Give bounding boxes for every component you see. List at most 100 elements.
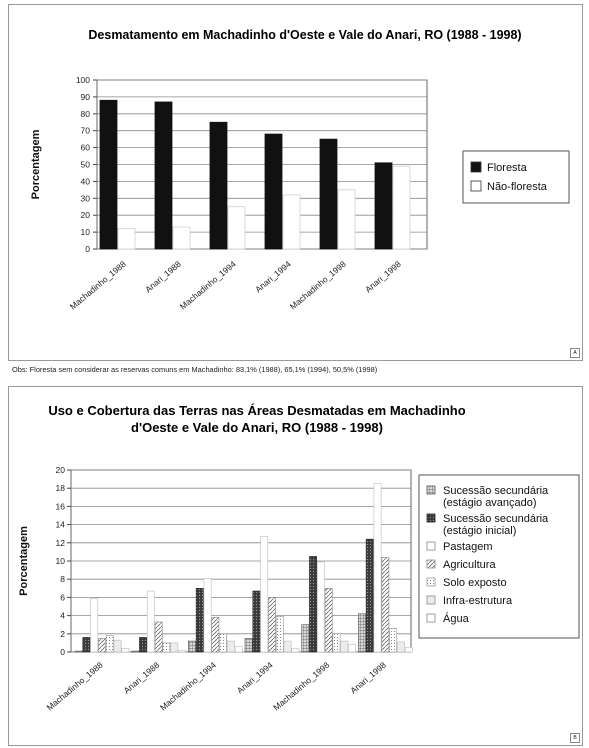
bar-agricultura-machadinho-1988 — [98, 638, 106, 653]
legend-label: (estágio inicial) — [443, 525, 516, 537]
deforestation-bar-chart: Desmatamento em Machadinho d'Oeste e Val… — [30, 28, 570, 312]
y-tick-label: 16 — [56, 501, 66, 511]
bar-sucessao-secundaria-estagio-inicial-machadinho-1998 — [309, 556, 317, 653]
land-use-bar-chart: Uso e Cobertura das Terras nas Áreas Des… — [18, 403, 580, 713]
y-tick-label: 8 — [60, 574, 65, 584]
bar-agricultura-machadinho-1994 — [211, 617, 220, 653]
bar-agricultura-anari-1998 — [381, 557, 390, 653]
bar-floresta-anari-1988 — [154, 101, 173, 250]
y-tick-label: 18 — [56, 483, 66, 493]
bar-pastagem-machadinho-1998 — [316, 561, 325, 653]
y-tick-label: 50 — [81, 160, 91, 170]
y-axis-label: Porcentagem — [30, 129, 42, 199]
bar-agua-anari-1988 — [178, 649, 186, 653]
bar-sucessao-secundaria-estagio-avancado-anari-1988 — [131, 650, 140, 653]
y-tick-label: 6 — [60, 592, 65, 602]
y-tick-label: 4 — [60, 611, 65, 621]
bar-floresta-anari-1998 — [374, 162, 393, 250]
y-tick-label: 60 — [81, 143, 91, 153]
bar-floresta-machadinho-1988 — [99, 99, 118, 250]
bar-sucessao-secundaria-estagio-inicial-anari-1994 — [252, 590, 261, 653]
bar-floresta-machadinho-1998 — [319, 138, 338, 250]
bar-solo-exposto-machadinho-1994 — [219, 633, 228, 653]
bar-nao-floresta-machadinho-1994 — [227, 206, 246, 250]
y-tick-label: 14 — [56, 520, 66, 530]
legend-swatch — [426, 513, 436, 523]
legend-swatch — [426, 613, 436, 623]
bar-agricultura-machadinho-1998 — [324, 588, 333, 653]
x-tick-label: Anari_1994 — [235, 660, 275, 696]
bar-agua-anari-1994 — [291, 648, 300, 653]
bar-solo-exposto-anari-1994 — [275, 616, 284, 653]
bar-agua-machadinho-1994 — [234, 646, 243, 653]
bar-infra-estrutura-anari-1998 — [397, 641, 405, 653]
bar-pastagem-machadinho-1994 — [203, 577, 212, 653]
legend-box — [418, 474, 580, 639]
legend-label: Água — [443, 612, 470, 625]
y-tick-label: 40 — [81, 176, 91, 186]
legend-swatch — [426, 541, 436, 551]
bar-solo-exposto-machadinho-1998 — [332, 633, 341, 653]
y-tick-label: 12 — [56, 538, 66, 548]
bar-agricultura-anari-1994 — [268, 597, 276, 653]
corner-label-b: B — [570, 733, 580, 743]
bar-sucessao-secundaria-estagio-inicial-anari-1998 — [365, 538, 374, 653]
y-tick-label: 100 — [76, 75, 90, 85]
bar-pastagem-machadinho-1988 — [90, 598, 99, 653]
y-tick-label: 20 — [81, 210, 91, 220]
legend-swatch — [426, 577, 436, 587]
y-axis-label: Porcentagem — [18, 526, 30, 596]
bar-sucessao-secundaria-estagio-inicial-machadinho-1988 — [82, 637, 91, 653]
chart-panel-land-use: Uso e Cobertura das Terras nas Áreas Des… — [8, 386, 583, 746]
y-tick-label: 80 — [81, 109, 91, 119]
bar-sucessao-secundaria-estagio-avancado-anari-1998 — [358, 613, 366, 653]
legend-swatch — [426, 595, 436, 605]
bar-nao-floresta-anari-1998 — [392, 165, 411, 250]
bar-nao-floresta-machadinho-1998 — [337, 189, 356, 250]
bar-sucessao-secundaria-estagio-avancado-machadinho-1994 — [188, 640, 196, 653]
legend-label: (estágio avançado) — [443, 497, 537, 509]
legend-box — [462, 150, 570, 204]
chart-title-line-2: d'Oeste e Vale do Anari, RO (1988 - 1998… — [131, 420, 383, 435]
x-tick-label: Machadinho_1998 — [271, 660, 331, 713]
footnote: Obs: Floresta sem considerar as reservas… — [12, 365, 378, 374]
x-tick-label: Anari_1988 — [122, 660, 162, 696]
bar-infra-estrutura-anari-1994 — [283, 640, 292, 653]
bar-solo-exposto-anari-1988 — [162, 642, 171, 653]
bar-infra-estrutura-machadinho-1998 — [340, 640, 349, 653]
chart-title: Desmatamento em Machadinho d'Oeste e Val… — [88, 28, 521, 42]
y-tick-label: 30 — [81, 193, 91, 203]
legend-label: Floresta — [487, 162, 528, 174]
x-tick-label: Machadinho_1994 — [178, 259, 238, 312]
y-tick-label: 70 — [81, 126, 91, 136]
bar-nao-floresta-machadinho-1988 — [117, 228, 136, 250]
x-tick-label: Anari_1998 — [348, 660, 388, 696]
y-tick-label: 10 — [56, 556, 66, 566]
corner-label-a: A — [570, 348, 580, 358]
legend-swatch — [470, 180, 482, 192]
legend-label: Agricultura — [443, 559, 496, 571]
y-tick-label: 2 — [60, 629, 65, 639]
bar-infra-estrutura-anari-1988 — [170, 642, 179, 653]
legend-label: Sucessão secundária — [443, 485, 549, 497]
bar-infra-estrutura-machadinho-1994 — [227, 640, 235, 653]
bar-agua-anari-1998 — [404, 647, 413, 653]
bar-nao-floresta-anari-1994 — [282, 194, 301, 250]
y-tick-label: 0 — [60, 647, 65, 657]
y-tick-label: 0 — [85, 244, 90, 254]
x-tick-label: Machadinho_1994 — [158, 660, 218, 713]
bar-floresta-machadinho-1994 — [209, 121, 228, 250]
bar-solo-exposto-anari-1998 — [389, 628, 398, 653]
bar-pastagem-anari-1988 — [146, 590, 155, 653]
x-tick-label: Machadinho_1998 — [288, 259, 348, 312]
y-tick-label: 90 — [81, 92, 91, 102]
legend-swatch — [426, 559, 436, 569]
x-tick-label: Anari_1994 — [253, 259, 293, 295]
legend-label: Não-floresta — [487, 181, 548, 193]
x-tick-label: Machadinho_1988 — [68, 259, 128, 312]
legend-label: Sucessão secundária — [443, 513, 549, 525]
y-tick-label: 20 — [56, 465, 66, 475]
chart-panel-deforestation: Desmatamento em Machadinho d'Oeste e Val… — [8, 4, 583, 361]
y-tick-label: 10 — [81, 227, 91, 237]
bar-nao-floresta-anari-1988 — [172, 226, 191, 250]
